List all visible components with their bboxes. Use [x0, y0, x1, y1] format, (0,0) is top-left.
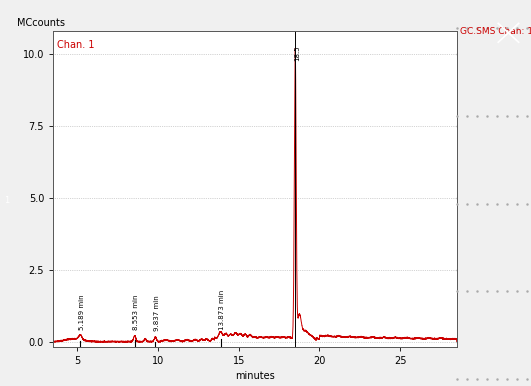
Text: 8.553 min: 8.553 min: [133, 295, 139, 330]
Text: 1: 1: [4, 196, 9, 205]
X-axis label: minutes: minutes: [235, 371, 275, 381]
Text: 13.873 min: 13.873 min: [219, 290, 225, 330]
Text: 9.837 min: 9.837 min: [153, 295, 160, 331]
Text: GC.SMS Chan: 1: GC.SMS Chan: 1: [460, 27, 531, 36]
Text: 18.5: 18.5: [294, 45, 300, 61]
Text: Chan. 1: Chan. 1: [57, 41, 95, 51]
Text: MCcounts: MCcounts: [17, 18, 65, 28]
Text: 5.189 min: 5.189 min: [79, 295, 84, 330]
